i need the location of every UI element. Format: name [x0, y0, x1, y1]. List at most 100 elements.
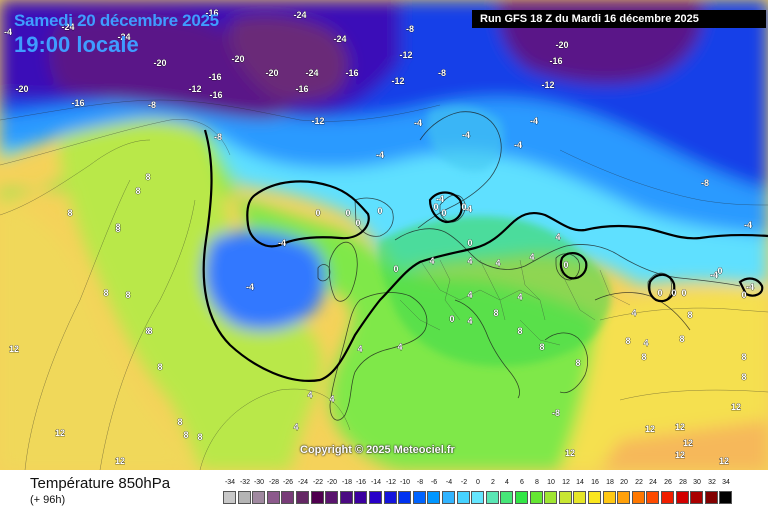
legend-swatch — [252, 491, 265, 504]
isotherm-label: 0 — [671, 288, 676, 298]
isotherm-label: 4 — [329, 394, 334, 404]
borders — [399, 259, 631, 346]
legend-swatch — [296, 491, 309, 504]
isotherm-label: -20 — [265, 68, 278, 78]
isotherm-label: 0 — [441, 208, 446, 218]
legend-label: -2 — [460, 479, 468, 486]
isotherm-label: 12 — [645, 424, 655, 434]
legend-swatch — [705, 491, 718, 504]
legend-label: -8 — [416, 479, 424, 486]
isotherm-label: -24 — [61, 22, 74, 32]
legend-swatch — [486, 491, 499, 504]
isotherm-label: 4 — [631, 308, 636, 318]
temperature-shading — [0, 0, 768, 470]
legend-swatch — [690, 491, 703, 504]
isotherm-label: 8 — [135, 186, 140, 196]
isotherm-label: 8 — [103, 288, 108, 298]
isotherm-label: 8 — [157, 362, 162, 372]
legend-swatch — [530, 491, 543, 504]
isotherm-label: -12 — [391, 76, 404, 86]
legend-swatch — [354, 491, 367, 504]
isotherm-label: 0 — [717, 266, 722, 276]
isotherm-label: -16 — [209, 90, 222, 100]
isotherm-label: -16 — [345, 68, 358, 78]
legend-swatch — [646, 491, 659, 504]
isotherm-lines — [0, 99, 768, 470]
legend-swatch — [471, 491, 484, 504]
legend-label: 16 — [591, 479, 599, 486]
zero-isotherm — [202, 129, 768, 382]
isotherm-label: 12 — [115, 456, 125, 466]
isotherm-label: 4 — [429, 256, 434, 266]
isotherm-label: -4 — [246, 282, 254, 292]
isotherm-label: 8 — [575, 358, 580, 368]
isotherm-label: -24 — [333, 34, 346, 44]
isotherm-label: 0 — [467, 238, 472, 248]
legend-swatch — [340, 491, 353, 504]
isotherm-label: -8 — [552, 408, 560, 418]
legend-label: 6 — [520, 479, 524, 486]
legend-swatch — [413, 491, 426, 504]
isotherm-label: 12 — [55, 428, 65, 438]
isotherm-label: 4 — [495, 258, 500, 268]
isotherm-label: 0 — [657, 288, 662, 298]
isotherm-label: 12 — [675, 422, 685, 432]
isotherm-label: 8 — [183, 430, 188, 440]
legend-swatch — [719, 491, 732, 504]
legend-swatch — [632, 491, 645, 504]
legend-swatch — [325, 491, 338, 504]
isotherm-label: -8 — [438, 68, 446, 78]
isotherm-label: 0 — [355, 218, 360, 228]
isotherm-label: -8 — [406, 24, 414, 34]
isotherm-label: 0 — [681, 288, 686, 298]
isotherm-labels: -4 -20 -24 -16 -24 -8 -20 -16 -12 -16 -16 -20 -20 -24… — [4, 8, 755, 467]
isotherm-label: 8 — [177, 417, 182, 427]
isotherm-label: -4 — [744, 220, 752, 230]
isotherm-label: -4 — [414, 118, 422, 128]
isotherm-label: 8 — [517, 326, 522, 336]
legend-label: -4 — [445, 479, 453, 486]
legend-swatch — [661, 491, 674, 504]
isotherm-label: 0 — [345, 208, 350, 218]
isotherm-label: -24 — [293, 10, 306, 20]
copyright-notice: Copyright © 2025 Meteociel.fr — [300, 444, 455, 456]
legend-swatch — [515, 491, 528, 504]
legend-swatch — [238, 491, 251, 504]
legend-label: -34 — [224, 479, 236, 486]
isotherm-label: 8 — [145, 326, 150, 336]
legend-label: 22 — [635, 479, 643, 486]
isotherm-label: 8 — [493, 308, 498, 318]
legend-label: 8 — [535, 479, 539, 486]
isotherm-label: 8 — [641, 352, 646, 362]
legend-label: 12 — [562, 479, 570, 486]
legend-label: 24 — [649, 479, 657, 486]
isotherm-label: 8 — [145, 172, 150, 182]
legend-swatch — [427, 491, 440, 504]
isotherm-label: 8 — [125, 290, 130, 300]
legend-label: -26 — [282, 479, 294, 486]
isotherm-label: 8 — [115, 222, 120, 232]
isotherm-label: 4 — [467, 316, 472, 326]
isotherm-label: 0 — [377, 206, 382, 216]
isotherm-label: 8 — [67, 208, 72, 218]
legend-swatch — [573, 491, 586, 504]
legend-swatch — [384, 491, 397, 504]
isotherm-label: 8 — [539, 342, 544, 352]
isotherm-label: -20 — [153, 58, 166, 68]
legend-label: -10 — [399, 479, 411, 486]
isotherm-label: 8 — [679, 334, 684, 344]
legend-swatch — [267, 491, 280, 504]
legend-label: -6 — [430, 479, 438, 486]
isotherm-label: -12 — [541, 80, 554, 90]
legend-swatch — [603, 491, 616, 504]
isotherm-label: 8 — [741, 372, 746, 382]
forecast-step: (+ 96h) — [30, 494, 66, 506]
legend-label: -28 — [268, 479, 280, 486]
coastlines — [317, 111, 741, 421]
isotherm-label: 4 — [467, 256, 472, 266]
legend-label: 14 — [576, 479, 584, 486]
isotherm-label: -12 — [311, 116, 324, 126]
legend-label: 28 — [679, 479, 687, 486]
isotherm-label: -24 — [117, 32, 130, 42]
isotherm-label: -16 — [549, 56, 562, 66]
